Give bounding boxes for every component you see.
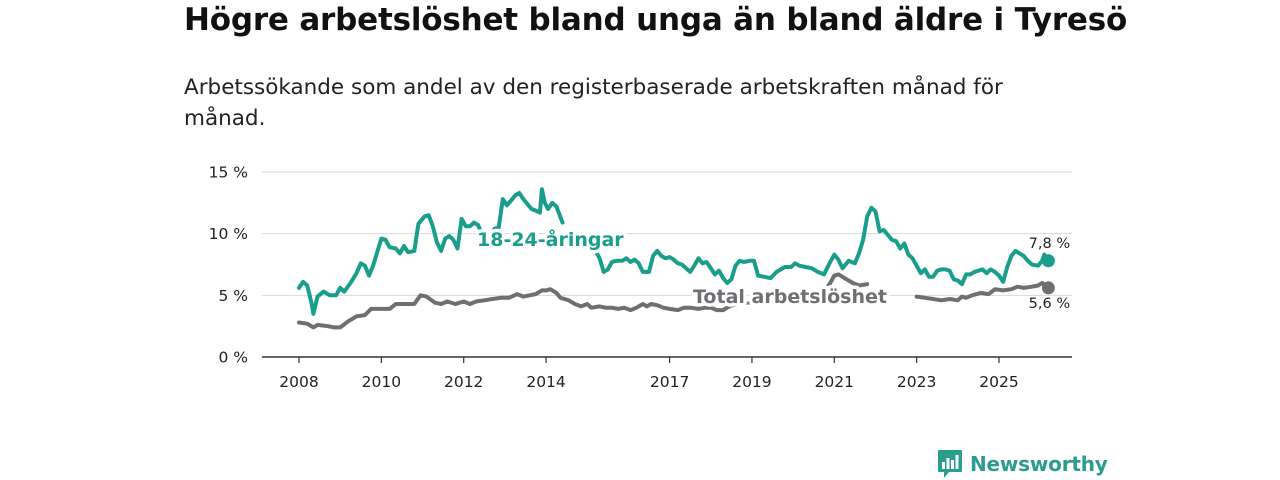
x-tick-label-2017: 2017 — [650, 373, 689, 391]
grid-layer — [262, 171, 1072, 296]
x-tick-label-2008: 2008 — [279, 373, 318, 391]
chart-title: Högre arbetslöshet bland unga än bland ä… — [184, 2, 1128, 38]
end-value-label-1: 5,6 % — [1029, 296, 1070, 312]
series-line-2 — [297, 287, 732, 330]
x-tick-label-2012: 2012 — [444, 373, 483, 391]
x-tick-label-2014: 2014 — [526, 373, 565, 391]
y-tick-label-10: 10 % — [209, 225, 248, 243]
axis-layer: 0 % 5 % 10 % 15 % 2008 2010 2012 2014 2017 2019 20… — [209, 164, 1072, 391]
series-line-0 — [297, 187, 565, 316]
series-label-total: Total arbetslöshet — [693, 286, 887, 308]
series-line-3 — [824, 272, 870, 292]
y-tick-label-0: 0 % — [218, 349, 248, 367]
label-layer: 7,8 %5,6 %18-24-åringar18-24-åringarTota… — [474, 224, 1071, 312]
brand-name: Newsworthy — [970, 452, 1108, 476]
series-layer — [297, 187, 1051, 330]
end-point-marker-1 — [1041, 281, 1055, 295]
chart-subtitle: Arbetssökande som andel av den registerb… — [184, 75, 1003, 131]
series-label-total-halo: Total arbetslöshet — [693, 286, 887, 308]
bar-chart-speech-icon — [938, 450, 962, 478]
end-point-marker-0 — [1041, 254, 1055, 268]
end-value-label-0: 7,8 % — [1029, 236, 1070, 252]
series-line-4 — [914, 281, 1051, 303]
x-tick-label-2019: 2019 — [732, 373, 771, 391]
y-tick-label-15: 15 % — [209, 164, 248, 182]
series-label-youth-halo: 18-24-åringar — [477, 227, 624, 251]
x-tick-label-2010: 2010 — [362, 373, 401, 391]
series-gap-dashed-3 — [727, 287, 828, 308]
x-tick-label-2021: 2021 — [815, 373, 854, 391]
y-tick-label-5: 5 % — [218, 287, 248, 305]
newsworthy-logo[interactable]: Newsworthy — [937, 449, 1108, 479]
series-label-youth: 18-24-åringar — [477, 227, 624, 251]
series-line-1 — [593, 205, 1051, 287]
x-tick-label-2023: 2023 — [897, 373, 936, 391]
x-tick-label-2025: 2025 — [979, 373, 1018, 391]
